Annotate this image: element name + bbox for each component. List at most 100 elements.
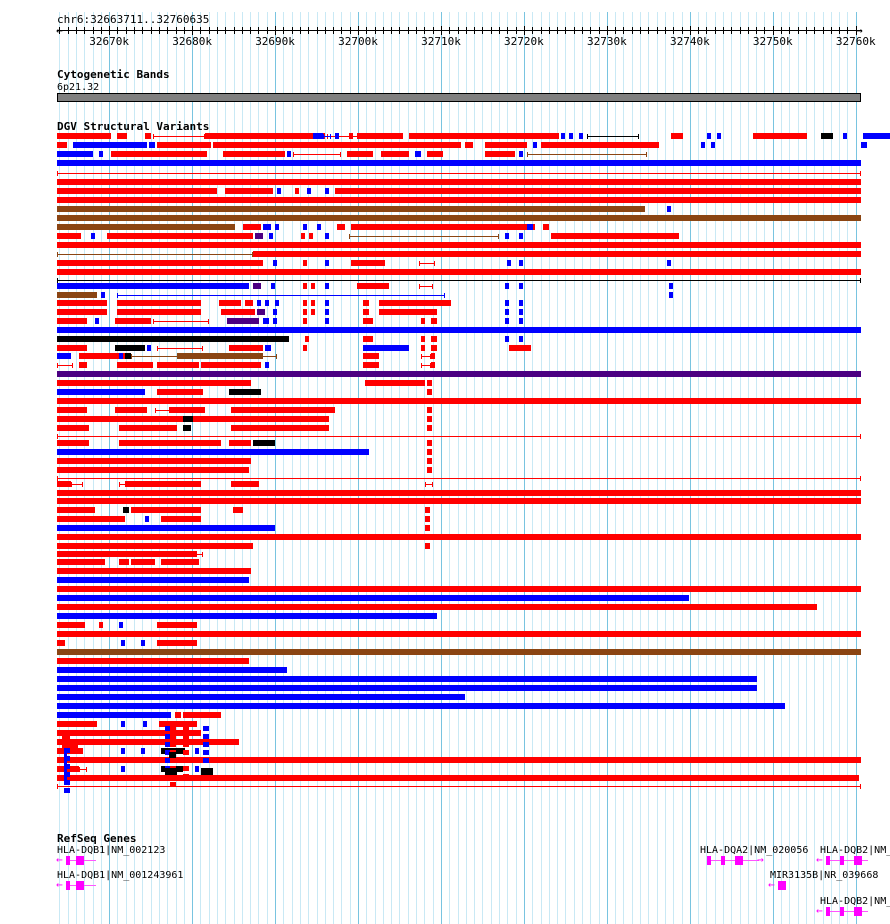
variant-segment[interactable] <box>57 309 107 315</box>
variant-segment[interactable] <box>95 318 99 324</box>
variant-segment[interactable] <box>57 667 287 673</box>
variant-segment[interactable] <box>579 133 583 139</box>
variant-segment[interactable] <box>519 151 523 157</box>
variant-segment[interactable] <box>99 622 103 628</box>
variant-segment[interactable] <box>421 318 425 324</box>
variant-segment[interactable] <box>165 734 171 739</box>
variant-segment[interactable] <box>203 726 209 731</box>
variant-segment[interactable] <box>57 425 89 431</box>
variant-segment[interactable] <box>415 151 421 157</box>
variant-segment[interactable] <box>363 300 369 306</box>
gene-label[interactable]: HLA-DQB1|NM_002123 <box>57 845 166 856</box>
variant-segment[interactable] <box>275 300 279 306</box>
variant-segment[interactable] <box>229 440 251 446</box>
variant-segment[interactable] <box>253 283 261 289</box>
variant-segment[interactable] <box>667 260 671 266</box>
variant-segment[interactable] <box>273 260 277 266</box>
variant-segment[interactable] <box>73 142 147 148</box>
variant-segment[interactable] <box>183 734 189 739</box>
variant-segment[interactable] <box>119 440 221 446</box>
variant-segment[interactable] <box>271 283 275 289</box>
variant-segment[interactable] <box>57 300 107 306</box>
variant-segment[interactable] <box>183 766 189 771</box>
variant-segment[interactable] <box>57 242 861 248</box>
gene-exon[interactable] <box>66 881 70 890</box>
variant-segment[interactable] <box>147 345 151 351</box>
variant-segment[interactable] <box>131 559 155 565</box>
variant-segment[interactable] <box>57 748 83 754</box>
variant-segment[interactable] <box>505 300 509 306</box>
variant-segment[interactable] <box>165 742 171 747</box>
variant-segment[interactable] <box>843 133 847 139</box>
variant-segment[interactable] <box>117 309 201 315</box>
variant-segment[interactable] <box>505 283 509 289</box>
variant-segment[interactable] <box>91 233 95 239</box>
variant-segment[interactable] <box>57 568 251 574</box>
variant-connector[interactable] <box>57 786 861 787</box>
variant-connector[interactable] <box>57 365 73 366</box>
variant-segment[interactable] <box>265 300 269 306</box>
variant-segment[interactable] <box>311 300 315 306</box>
variant-segment[interactable] <box>669 292 673 298</box>
variant-connector[interactable] <box>155 410 173 411</box>
gene-exon[interactable] <box>735 856 743 865</box>
variant-segment[interactable] <box>115 407 147 413</box>
variant-segment[interactable] <box>505 309 509 315</box>
variant-segment[interactable] <box>231 425 329 431</box>
variant-segment[interactable] <box>64 775 67 781</box>
variant-segment[interactable] <box>821 133 833 139</box>
variant-segment[interactable] <box>157 640 197 646</box>
variant-segment[interactable] <box>363 318 373 324</box>
variant-segment[interactable] <box>561 133 565 139</box>
variant-segment[interactable] <box>119 622 123 628</box>
gene-exon[interactable] <box>76 881 84 890</box>
variant-segment[interactable] <box>303 224 307 230</box>
variant-segment[interactable] <box>57 449 369 455</box>
variant-segment[interactable] <box>183 742 189 747</box>
variant-segment[interactable] <box>121 748 125 754</box>
variant-segment[interactable] <box>57 188 217 194</box>
variant-segment[interactable] <box>57 458 251 464</box>
variant-segment[interactable] <box>305 336 309 342</box>
variant-segment[interactable] <box>125 481 201 487</box>
variant-segment[interactable] <box>227 318 259 324</box>
variant-segment[interactable] <box>183 758 189 763</box>
variant-segment[interactable] <box>64 759 67 765</box>
variant-segment[interactable] <box>57 586 861 592</box>
variant-segment[interactable] <box>425 543 430 549</box>
variant-segment[interactable] <box>57 649 861 655</box>
variant-connector[interactable] <box>587 136 639 137</box>
variant-segment[interactable] <box>505 336 509 342</box>
variant-segment[interactable] <box>64 751 67 757</box>
variant-segment[interactable] <box>57 345 87 351</box>
variant-segment[interactable] <box>431 336 437 342</box>
variant-segment[interactable] <box>431 362 435 368</box>
variant-segment[interactable] <box>363 353 379 359</box>
variant-segment[interactable] <box>229 389 261 395</box>
variant-segment[interactable] <box>221 309 255 315</box>
variant-segment[interactable] <box>425 516 430 522</box>
variant-segment[interactable] <box>117 362 153 368</box>
variant-segment[interactable] <box>57 481 71 487</box>
variant-segment[interactable] <box>263 318 269 324</box>
variant-segment[interactable] <box>231 407 335 413</box>
variant-segment[interactable] <box>427 440 432 446</box>
variant-segment[interactable] <box>64 767 67 773</box>
variant-segment[interactable] <box>303 309 307 315</box>
variant-segment[interactable] <box>507 260 511 266</box>
variant-segment[interactable] <box>57 215 861 221</box>
variant-segment[interactable] <box>165 750 171 755</box>
variant-segment[interactable] <box>57 283 249 289</box>
variant-connector[interactable] <box>421 365 431 366</box>
variant-segment[interactable] <box>57 380 251 386</box>
variant-segment[interactable] <box>379 309 437 315</box>
variant-segment[interactable] <box>62 734 70 740</box>
gene-label[interactable]: HLA-DQB1|NM_001243961 <box>57 870 184 881</box>
variant-segment[interactable] <box>183 726 189 731</box>
variant-segment[interactable] <box>381 151 409 157</box>
variant-segment[interactable] <box>263 224 271 230</box>
variant-segment[interactable] <box>409 133 559 139</box>
variant-segment[interactable] <box>57 407 87 413</box>
variant-segment[interactable] <box>275 224 279 230</box>
gene-label[interactable]: HLA-DQA2|NM_020056 <box>700 845 809 856</box>
